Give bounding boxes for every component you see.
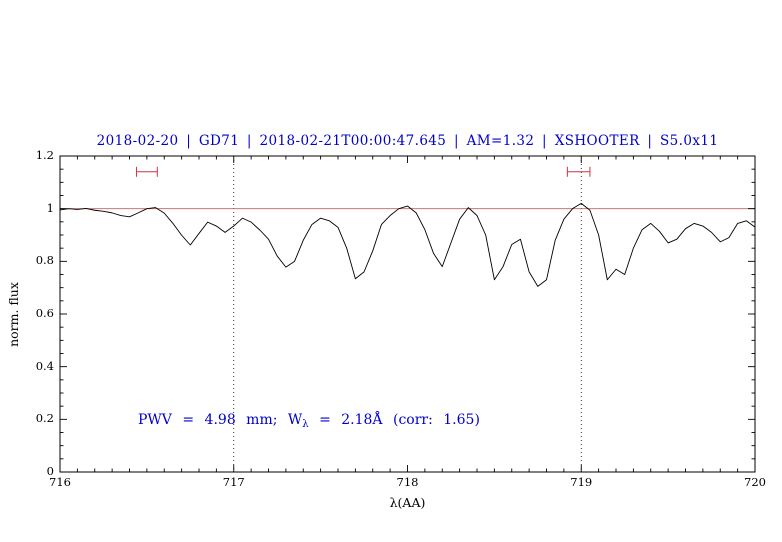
pwv-annotation-lambda-subscript: λ	[302, 419, 309, 430]
x-tick-label: 716	[49, 475, 71, 489]
y-tick-label: 0.2	[35, 411, 54, 426]
y-tick-label: 1.2	[35, 148, 54, 162]
plot-title: 2018-02-20 | GD71 | 2018-02-21T00:00:47.…	[96, 133, 719, 149]
y-tick-label: 0.4	[35, 358, 54, 373]
x-tick-label: 720	[744, 475, 766, 489]
y-tick-label: 0.8	[35, 253, 54, 268]
x-tick-label: 718	[396, 475, 419, 489]
pwv-annotation: PWV = 4.98 mm; Wλ = 2.18Å (corr: 1.65)	[138, 412, 480, 430]
spectrum-curve	[59, 202, 756, 287]
x-tick-label: 717	[222, 475, 245, 489]
y-tick-label: 1	[46, 200, 54, 215]
pwv-annotation-suffix: = 2.18Å (corr: 1.65)	[308, 412, 480, 428]
x-tick-label: 719	[570, 475, 593, 489]
y-tick-label: 0.6	[35, 306, 54, 320]
y-tick-label: 0	[46, 464, 54, 478]
pwv-annotation-prefix: PWV = 4.98 mm; W	[138, 412, 303, 428]
x-axis-label: λ(AA)	[389, 495, 426, 510]
